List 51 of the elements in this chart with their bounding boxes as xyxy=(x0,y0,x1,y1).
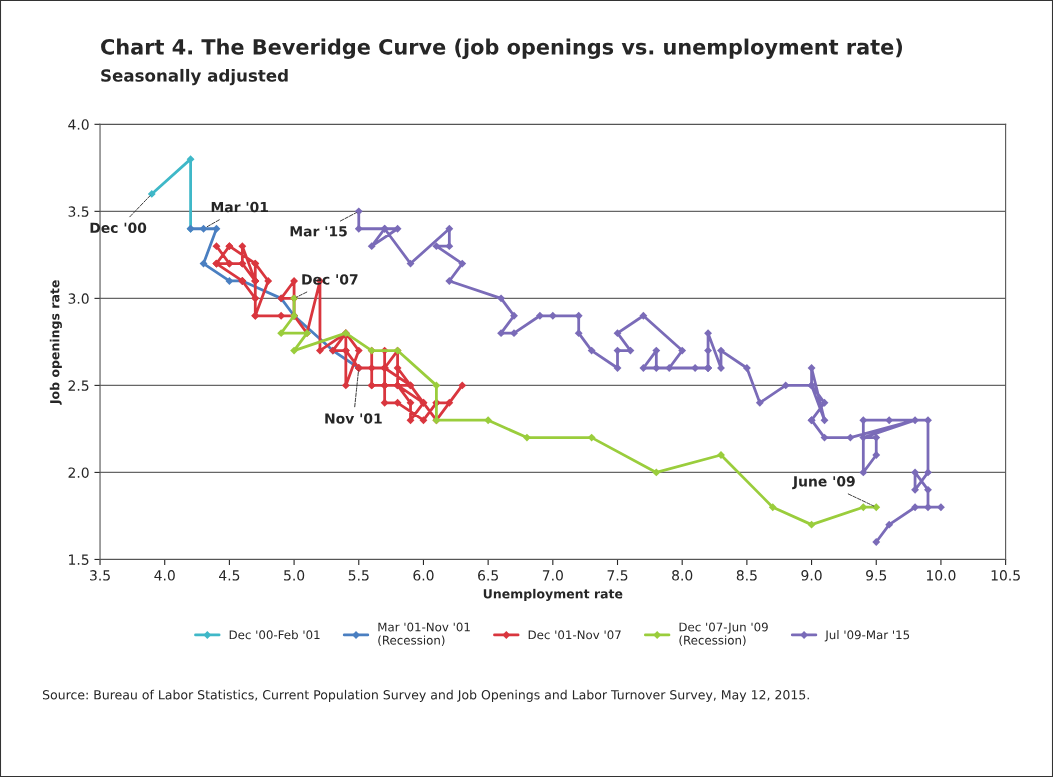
point xyxy=(199,224,208,233)
x-tick-label: 7.5 xyxy=(607,570,628,581)
x-tick-label: 4.5 xyxy=(219,570,240,581)
y-axis-title: Job openings rate xyxy=(49,280,62,405)
y-tick-label: 3.5 xyxy=(68,206,89,217)
legend-label: Dec '07-Jun '09 (Recession) xyxy=(679,622,768,647)
point xyxy=(523,433,531,442)
x-tick-label: 7.0 xyxy=(542,570,563,581)
legend-label: Dec '01-Nov '07 xyxy=(528,630,621,640)
point xyxy=(652,468,661,477)
legend-label: Dec '00-Feb '01 xyxy=(229,630,320,640)
x-tick-label: 6.5 xyxy=(478,570,498,581)
legend-label: Mar '01-Nov '01 (Recession) xyxy=(378,622,470,647)
point xyxy=(859,503,868,512)
x-axis-title: Unemployment rate xyxy=(483,588,623,602)
annotation: Mar '01 xyxy=(211,201,268,213)
x-tick-label: 10.0 xyxy=(926,570,956,581)
point xyxy=(225,277,234,285)
annotation: Dec '07 xyxy=(302,274,358,285)
point xyxy=(147,190,156,198)
point xyxy=(807,520,816,529)
y-tick-label: 3.0 xyxy=(68,293,89,304)
y-tick-label: 4.0 xyxy=(68,119,89,130)
x-tick-label: 6.0 xyxy=(413,570,434,581)
x-tick-label: 10.5 xyxy=(991,570,1020,581)
x-tick-label: 8.0 xyxy=(672,570,693,581)
x-tick-label: 5.5 xyxy=(348,570,369,581)
point xyxy=(484,416,493,425)
chart-subtitle: Seasonally adjusted xyxy=(101,68,288,86)
point xyxy=(432,381,441,390)
x-tick-label: 8.5 xyxy=(736,570,757,581)
x-tick-label: 5.0 xyxy=(284,570,305,581)
x-tick-label: 9.0 xyxy=(801,570,822,581)
point xyxy=(587,433,596,442)
y-tick-label: 1.5 xyxy=(69,554,89,565)
source-note: Source: Bureau of Labor Statistics, Current Population Survey and Job Openings and Labor Turnover Survey, May 12, 2015. xyxy=(42,689,809,702)
y-tick-label: 2.0 xyxy=(68,467,89,478)
annotation: Dec '00 xyxy=(90,222,147,234)
x-tick-label: 9.5 xyxy=(866,570,887,581)
annotation: June '09 xyxy=(792,476,855,490)
point xyxy=(290,346,299,355)
point xyxy=(199,259,208,268)
annotation: Nov '01 xyxy=(325,413,382,424)
chart-title: Chart 4. The Beveridge Curve (job openings vs. unemployment rate) xyxy=(101,38,902,59)
x-tick-label: 4.0 xyxy=(154,570,175,581)
x-tick-label: 3.5 xyxy=(90,570,110,581)
y-tick-label: 2.5 xyxy=(68,380,89,391)
point xyxy=(768,503,777,512)
legend-label: Jul '09-Mar '15 xyxy=(824,630,910,642)
point xyxy=(212,224,221,233)
annotation: Mar '15 xyxy=(290,226,347,237)
